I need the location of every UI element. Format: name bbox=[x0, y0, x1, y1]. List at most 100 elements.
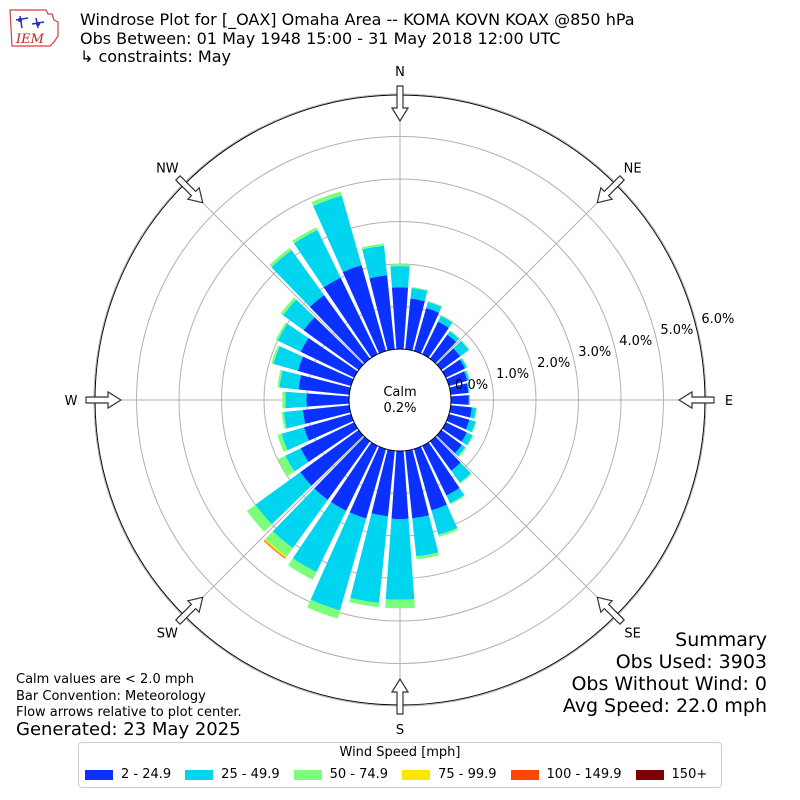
bar-segment bbox=[255, 472, 312, 525]
arrow-shape bbox=[677, 390, 715, 410]
bar-segment bbox=[292, 502, 347, 573]
legend-label: 2 - 24.9 bbox=[121, 767, 172, 782]
arrow-shape bbox=[596, 174, 626, 204]
bar-segment bbox=[466, 383, 470, 393]
bar-segment bbox=[342, 265, 387, 354]
arrow-shape bbox=[596, 596, 626, 626]
summary-title: Summary bbox=[675, 629, 767, 651]
calm-label: Calm bbox=[383, 385, 416, 400]
grid-spoke bbox=[435, 183, 617, 365]
bar-segment bbox=[275, 322, 288, 341]
bar-segment bbox=[471, 421, 477, 433]
bar-segment bbox=[281, 427, 309, 451]
legend-label: 25 - 49.9 bbox=[221, 767, 280, 782]
arrow-shape bbox=[390, 677, 410, 715]
radial-tick-label: 3.0% bbox=[578, 345, 611, 360]
compass-arrow-se bbox=[596, 596, 626, 626]
bar-convention-note: Bar Convention: Meteorology bbox=[16, 689, 206, 704]
bar-segment bbox=[427, 301, 442, 307]
bar-segment bbox=[466, 435, 474, 446]
bar-segment bbox=[457, 447, 467, 458]
bar-segment bbox=[277, 323, 309, 352]
bar-segment bbox=[422, 442, 460, 496]
windrose-bars bbox=[246, 191, 477, 619]
bar-segment bbox=[271, 250, 324, 307]
compass-label-e: E bbox=[725, 394, 733, 409]
bar-segment bbox=[277, 455, 295, 477]
bar-segment bbox=[283, 410, 306, 429]
bar-segment bbox=[469, 394, 471, 406]
bar-segment bbox=[303, 413, 354, 441]
bar-segment bbox=[306, 393, 350, 407]
bar-segment bbox=[442, 422, 467, 442]
radial-tick-label: 4.0% bbox=[619, 334, 652, 349]
legend-swatch bbox=[185, 769, 214, 780]
bar-segment bbox=[413, 308, 440, 354]
bar-segment bbox=[405, 298, 425, 351]
bar-segment bbox=[310, 512, 367, 611]
bar-segment bbox=[282, 391, 286, 409]
bar-segment bbox=[436, 429, 462, 454]
svg-text:IEM: IEM bbox=[15, 32, 45, 47]
constraints-text: ↳ constraints: May bbox=[80, 47, 231, 66]
bar-segment bbox=[410, 287, 428, 302]
bar-segment bbox=[293, 229, 341, 288]
flow-note: Flow arrows relative to plot center. bbox=[16, 705, 242, 720]
grid-spoke bbox=[183, 435, 365, 617]
arrow-shape bbox=[85, 390, 123, 410]
bar-segment bbox=[281, 412, 287, 429]
chart-title: Windrose Plot for [_OAX] Omaha Area -- K… bbox=[80, 10, 635, 29]
bar-segment bbox=[297, 356, 354, 387]
bar-segment bbox=[449, 383, 469, 395]
bar-segment bbox=[390, 266, 410, 288]
compass-arrow-n bbox=[390, 85, 410, 123]
legend-item: 75 - 99.9 bbox=[402, 767, 497, 782]
bar-segment bbox=[429, 436, 461, 471]
compass-label-s: S bbox=[396, 723, 404, 738]
bar-segment bbox=[311, 191, 342, 207]
bar-segment bbox=[429, 334, 457, 364]
legend-swatch bbox=[635, 769, 664, 780]
legend-swatch bbox=[293, 769, 322, 780]
bar-segment bbox=[271, 345, 280, 364]
radial-tick-label: 2.0% bbox=[537, 356, 570, 371]
bar-segment bbox=[277, 433, 288, 453]
compass-arrow-ne bbox=[596, 174, 626, 204]
bar-segment bbox=[349, 446, 387, 519]
bar-segment bbox=[412, 515, 439, 557]
bar-segment bbox=[451, 462, 471, 483]
bar-segment bbox=[362, 245, 388, 279]
bar-segment bbox=[300, 422, 358, 462]
bar-segment bbox=[411, 287, 428, 291]
bar-segment bbox=[391, 287, 409, 350]
radial-tick-label: 0.0% bbox=[455, 378, 488, 393]
avg-speed: Avg Speed: 22.0 mph bbox=[562, 695, 767, 717]
bar-segment bbox=[450, 395, 469, 405]
bar-segment bbox=[465, 419, 476, 433]
bar-segment bbox=[461, 340, 470, 351]
bar-segment bbox=[465, 370, 471, 381]
bar-segment bbox=[449, 405, 472, 418]
arrow-shape bbox=[390, 85, 410, 123]
compass-arrow-sw bbox=[174, 596, 204, 626]
arrow-shape bbox=[174, 596, 204, 626]
bar-segment bbox=[280, 297, 297, 316]
bar-segment bbox=[405, 449, 429, 519]
bar-segment bbox=[361, 243, 385, 250]
radial-tick-label: 6.0% bbox=[701, 312, 734, 327]
compass-label-sw: SW bbox=[157, 627, 178, 642]
legend-swatch bbox=[510, 769, 539, 780]
observation-range: Obs Between: 01 May 1948 15:00 - 31 May … bbox=[80, 29, 561, 48]
bar-segment bbox=[426, 301, 442, 313]
arrow-shape bbox=[174, 174, 204, 204]
calm-value: 0.2% bbox=[383, 401, 416, 416]
bar-segment bbox=[273, 346, 304, 371]
bar-segment bbox=[288, 558, 317, 580]
legend-item: 25 - 49.9 bbox=[185, 767, 280, 782]
bar-segment bbox=[298, 375, 351, 395]
legend-title: Wind Speed [mph] bbox=[339, 745, 461, 760]
bar-segment bbox=[350, 513, 388, 603]
bar-segment bbox=[263, 540, 286, 559]
compass-label-n: N bbox=[395, 65, 405, 80]
